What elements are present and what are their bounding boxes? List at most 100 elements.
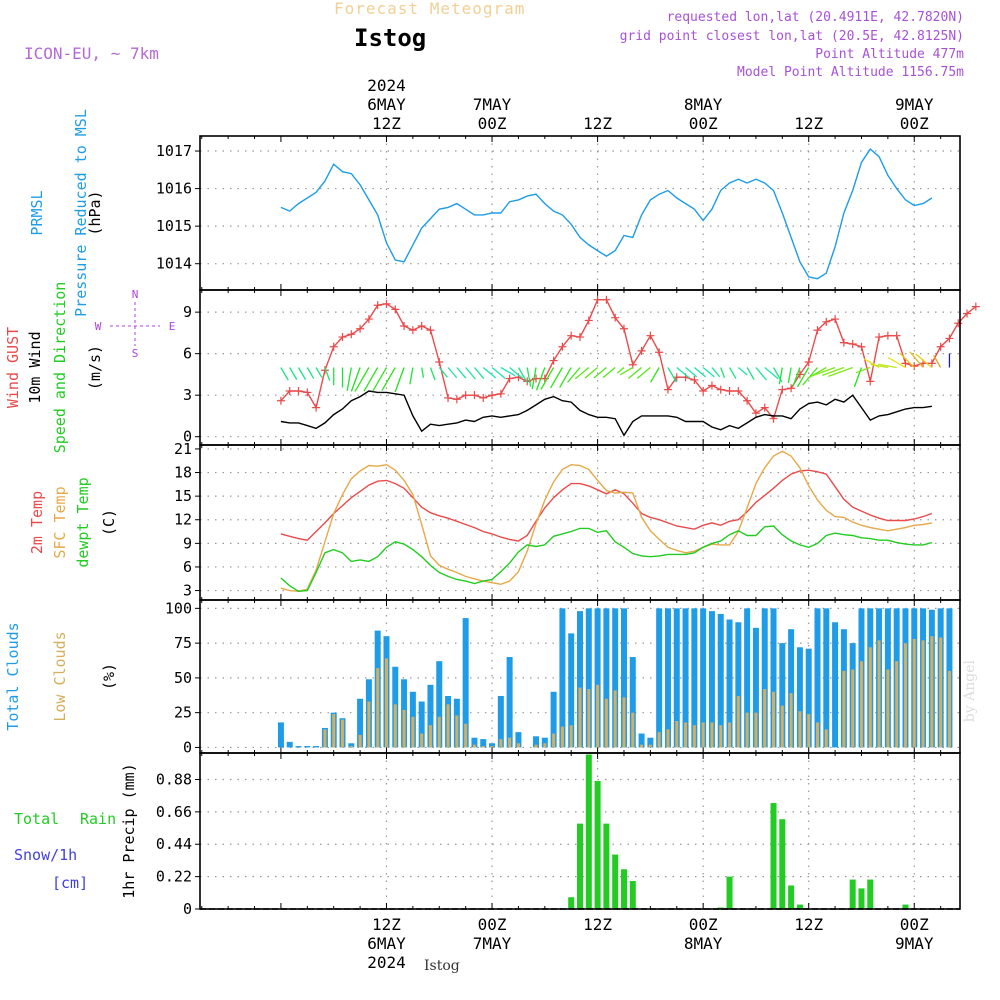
total-clouds-bar	[796, 647, 803, 748]
gust-marker	[646, 331, 655, 340]
wind-direction-arrow	[473, 367, 485, 380]
total-clouds-bar	[295, 746, 302, 748]
wind-direction-arrow	[531, 367, 537, 390]
wind-direction-arrow	[372, 367, 388, 392]
model-label: ICON-EU, ~ 7km	[24, 44, 159, 63]
total-clouds-bar	[286, 741, 293, 748]
low-clouds-bar	[552, 733, 556, 748]
gust-marker	[927, 359, 936, 368]
rain-bar	[603, 823, 610, 909]
gust-marker	[954, 319, 963, 328]
low-clouds-bar	[886, 669, 890, 748]
total-clouds-bar	[462, 618, 469, 748]
wind-direction-arrow	[764, 367, 779, 380]
location-title: Istog	[354, 24, 427, 52]
low-clouds-bar	[631, 712, 635, 748]
low-clouds-bar	[428, 725, 432, 748]
gust-marker	[663, 385, 672, 394]
wind-direction-arrow	[933, 355, 942, 368]
low-clouds-bar	[719, 725, 723, 748]
low-clouds-bar	[736, 695, 740, 748]
total-clouds-bar	[761, 608, 768, 748]
wind-direction-arrow	[297, 367, 307, 380]
wind-direction-arrow	[685, 367, 698, 378]
wind-direction-arrow	[354, 367, 370, 392]
gust-marker	[707, 381, 716, 390]
gust-marker	[452, 395, 461, 404]
low-clouds-bar	[384, 658, 388, 748]
top-time-label: 00Z	[689, 114, 718, 133]
bottom-time-label: 00Z	[478, 915, 507, 934]
requested-coords: requested lon,lat (20.4911E, 42.7820N)	[666, 10, 964, 25]
y-axis-label: dewpt Temp	[74, 477, 92, 567]
wind-direction-arrow	[616, 367, 625, 374]
wind-direction-arrow	[491, 367, 506, 379]
gust-marker	[611, 313, 620, 322]
gust-marker	[787, 384, 796, 393]
total-clouds-bar	[436, 661, 443, 748]
total-clouds-bar	[489, 743, 496, 748]
y-axis-label: Snow/1h	[14, 846, 77, 864]
low-clouds-bar	[446, 704, 450, 748]
wind-direction-arrow	[567, 367, 581, 383]
total-clouds-bar	[568, 633, 575, 748]
gust-marker	[373, 301, 382, 310]
low-clouds-bar	[358, 734, 362, 748]
gust-marker	[901, 359, 910, 368]
total-clouds-bar	[594, 608, 601, 748]
total-clouds-bar	[603, 608, 610, 748]
low-clouds-bar	[939, 637, 943, 748]
compass-s-label: S	[132, 347, 139, 360]
y-axis-label: 10m Wind	[26, 331, 44, 403]
gust-marker	[778, 385, 787, 394]
low-clouds-bar	[508, 737, 512, 748]
bottom-time-label: 00Z	[900, 915, 929, 934]
rain-bar	[779, 819, 786, 909]
total-clouds-bar	[585, 608, 592, 748]
low-clouds-bar	[868, 647, 872, 748]
y-tick-label: 0	[183, 738, 192, 756]
y-tick-label: 3	[183, 386, 192, 404]
low-clouds-bar	[780, 705, 784, 748]
gust-marker	[329, 342, 338, 351]
series-line-sfc-temp	[280, 450, 933, 593]
gust-marker	[971, 302, 980, 311]
wind-direction-arrow	[822, 366, 845, 376]
low-clouds-bar	[903, 643, 907, 748]
wind-direction-arrow	[755, 367, 767, 381]
low-clouds-bar	[798, 711, 802, 748]
y-axis-label: (hPa)	[86, 190, 104, 235]
compass-e-label: E	[169, 320, 176, 333]
rain-bar	[796, 904, 803, 909]
wind-direction-arrow	[482, 367, 497, 379]
rain-bar	[867, 879, 874, 909]
wind-direction-arrow	[438, 367, 448, 378]
top-time-label: 6MAY	[367, 95, 406, 114]
gust-marker	[408, 326, 417, 335]
bottom-time-label: 6MAY	[367, 934, 406, 953]
total-clouds-bar	[691, 608, 698, 748]
low-clouds-bar	[930, 636, 934, 748]
low-clouds-bar	[472, 744, 476, 748]
bottom-time-label: 8MAY	[684, 934, 723, 953]
wind-direction-arrow	[602, 367, 616, 379]
low-clouds-bar	[640, 744, 644, 748]
total-clouds-bar	[541, 737, 548, 748]
low-clouds-bar	[710, 722, 714, 748]
wind-direction-arrow	[792, 367, 801, 387]
wind-direction-arrow	[363, 367, 379, 392]
total-clouds-bar	[427, 684, 434, 748]
wind-direction-arrow	[676, 367, 690, 379]
y-tick-label: 3	[183, 582, 192, 600]
bottom-time-label: 12Z	[794, 915, 823, 934]
series-line-dewpt-temp	[280, 525, 933, 593]
gust-marker	[285, 387, 294, 396]
low-clouds-bar	[895, 661, 899, 748]
total-clouds-bar	[480, 739, 487, 748]
total-clouds-bar	[277, 722, 284, 748]
gust-marker	[699, 387, 708, 396]
gust-marker	[839, 338, 848, 347]
gust-marker	[400, 321, 409, 330]
gust-marker	[417, 321, 426, 330]
wind-direction-arrow	[500, 366, 516, 377]
